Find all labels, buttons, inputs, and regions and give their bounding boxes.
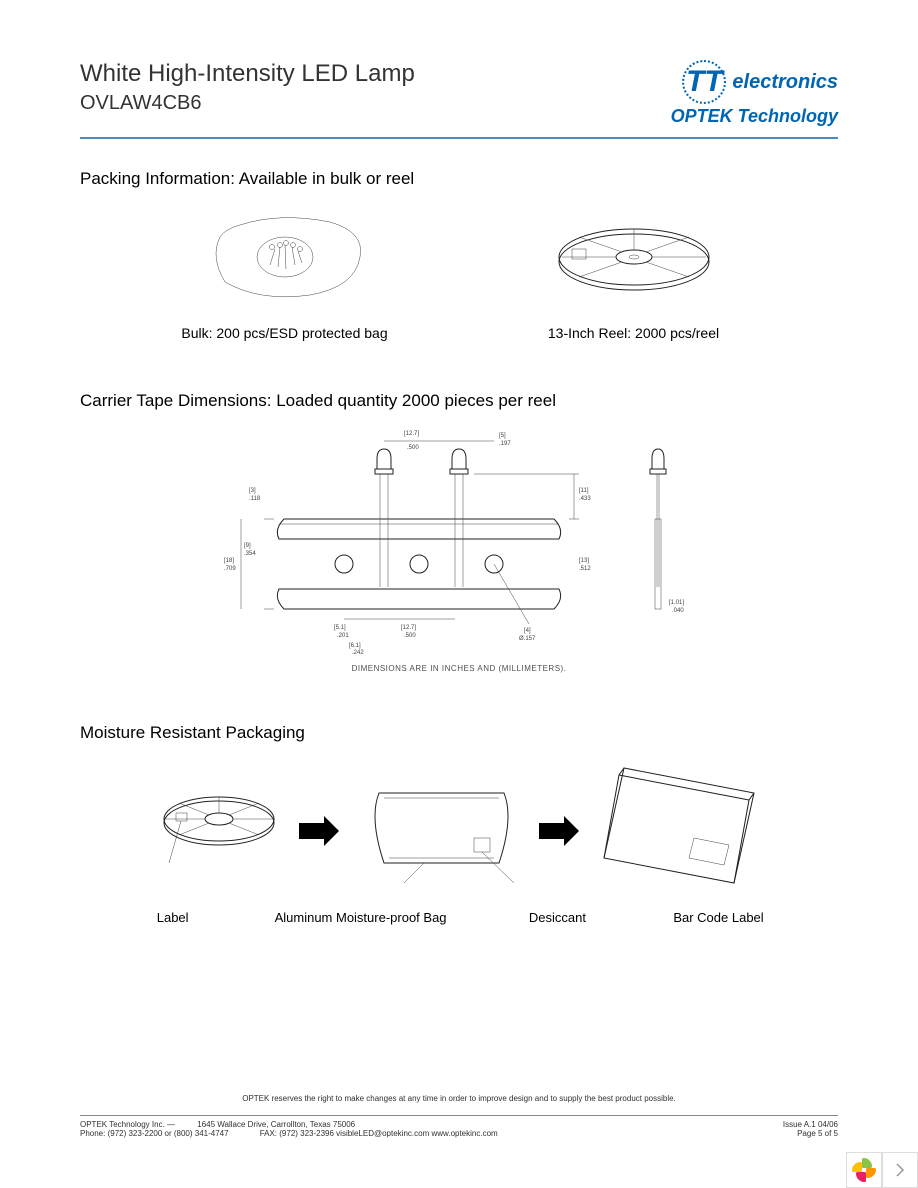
dim-tw-mm: [18] xyxy=(224,558,234,564)
moisture-section: Moisture Resistant Packaging xyxy=(80,723,838,925)
tape-section: Carrier Tape Dimensions: Loaded quantity… xyxy=(80,391,838,673)
footer-company: OPTEK Technology Inc. — xyxy=(80,1120,175,1129)
dim-top-off-in: .197 xyxy=(499,441,511,447)
dim-hd-mm: [4] xyxy=(524,628,531,634)
footer-disclaimer: OPTEK reserves the right to make changes… xyxy=(80,1094,838,1103)
dim-le-mm: [3] xyxy=(249,488,256,494)
dim-lead-mm: [11] xyxy=(579,488,589,494)
reel-icon xyxy=(544,207,724,317)
moisture-label-barcode: Bar Code Label xyxy=(629,910,808,925)
reel-item: 13-Inch Reel: 2000 pcs/reel xyxy=(459,207,808,341)
dim-bp-mm: [12.7] xyxy=(401,625,416,631)
company-logo: TT electronics OPTEK Technology xyxy=(578,60,838,127)
bulk-bag-icon xyxy=(200,207,370,317)
moisture-label-bag: Aluminum Moisture-proof Bag xyxy=(235,910,486,925)
moisture-box-icon xyxy=(594,763,764,893)
moisture-box-item xyxy=(594,763,764,898)
moisture-reel-icon xyxy=(154,773,284,883)
page-header: White High-Intensity LED Lamp OVLAW4CB6 … xyxy=(80,60,838,127)
moisture-label-desiccant: Desiccant xyxy=(486,910,629,925)
dim-bo-mm: [5.1] xyxy=(334,625,346,631)
dim-sw-in: .040 xyxy=(672,608,684,614)
dim-rgap-in: .512 xyxy=(579,566,591,572)
bulk-bag-item: Bulk: 200 pcs/ESD protected bag xyxy=(110,207,459,341)
footer-fax: FAX: (972) 323-2396 visibleLED@optekinc.… xyxy=(260,1129,498,1138)
part-number: OVLAW4CB6 xyxy=(80,92,578,115)
logo-optek-text: OPTEK Technology xyxy=(578,106,838,127)
tape-diagram: [12.7] .500 [5] .197 [11] .433 [13] .512… xyxy=(199,429,719,654)
footer-issue: Issue A.1 04/06 xyxy=(783,1120,838,1129)
footer-address: 1645 Wallace Drive, Carrollton, Texas 75… xyxy=(197,1120,355,1129)
arrow-icon xyxy=(534,811,584,851)
page-title: White High-Intensity LED Lamp xyxy=(80,60,578,88)
tape-title: Carrier Tape Dimensions: Loaded quantity… xyxy=(80,391,838,411)
footer-divider xyxy=(80,1115,838,1116)
dim-le-in: .118 xyxy=(249,496,261,502)
packing-section: Packing Information: Available in bulk o… xyxy=(80,169,838,341)
dim-top-pitch-in: .500 xyxy=(407,445,419,451)
reel-caption: 13-Inch Reel: 2000 pcs/reel xyxy=(459,325,808,341)
dim-rgap-mm: [13] xyxy=(579,558,589,564)
moisture-label-label: Label xyxy=(110,910,235,925)
dim-lr-mm: [9] xyxy=(244,543,251,549)
moisture-title: Moisture Resistant Packaging xyxy=(80,723,838,743)
dim-bs-in: .242 xyxy=(352,650,364,654)
dim-bo-in: .201 xyxy=(337,633,349,639)
moisture-reel-item xyxy=(154,773,284,888)
next-page-button[interactable] xyxy=(882,1152,918,1188)
moisture-bag-item xyxy=(354,768,524,893)
dim-lead-in: .433 xyxy=(579,496,591,502)
moisture-bag-icon xyxy=(354,768,524,888)
dim-bs-mm: [6.1] xyxy=(349,643,361,649)
pinwheel-icon[interactable] xyxy=(846,1152,882,1188)
logo-electronics-text: electronics xyxy=(732,71,838,94)
bottom-nav xyxy=(846,1152,918,1188)
bulk-caption: Bulk: 200 pcs/ESD protected bag xyxy=(110,325,459,341)
page-footer: OPTEK reserves the right to make changes… xyxy=(80,1094,838,1138)
dim-top-pitch-mm: [12.7] xyxy=(404,431,419,437)
arrow-icon xyxy=(294,811,344,851)
dim-lr-in: .354 xyxy=(244,551,256,557)
tape-note: DIMENSIONS ARE IN INCHES AND (MILLIMETER… xyxy=(80,664,838,673)
dim-sw-mm: [1.01] xyxy=(669,600,684,606)
footer-page: Page 5 of 5 xyxy=(797,1129,838,1138)
packing-title: Packing Information: Available in bulk o… xyxy=(80,169,838,189)
tt-logo-icon: TT xyxy=(682,60,726,104)
dim-hd-in: Ø.157 xyxy=(519,636,536,642)
header-divider xyxy=(80,137,838,139)
footer-phone: Phone: (972) 323-2200 or (800) 341-4747 xyxy=(80,1129,229,1138)
dim-top-off-mm: [5] xyxy=(499,433,506,439)
chevron-right-icon xyxy=(895,1163,905,1177)
dim-bp-in: .500 xyxy=(404,633,416,639)
dim-tw-in: .709 xyxy=(224,566,236,572)
